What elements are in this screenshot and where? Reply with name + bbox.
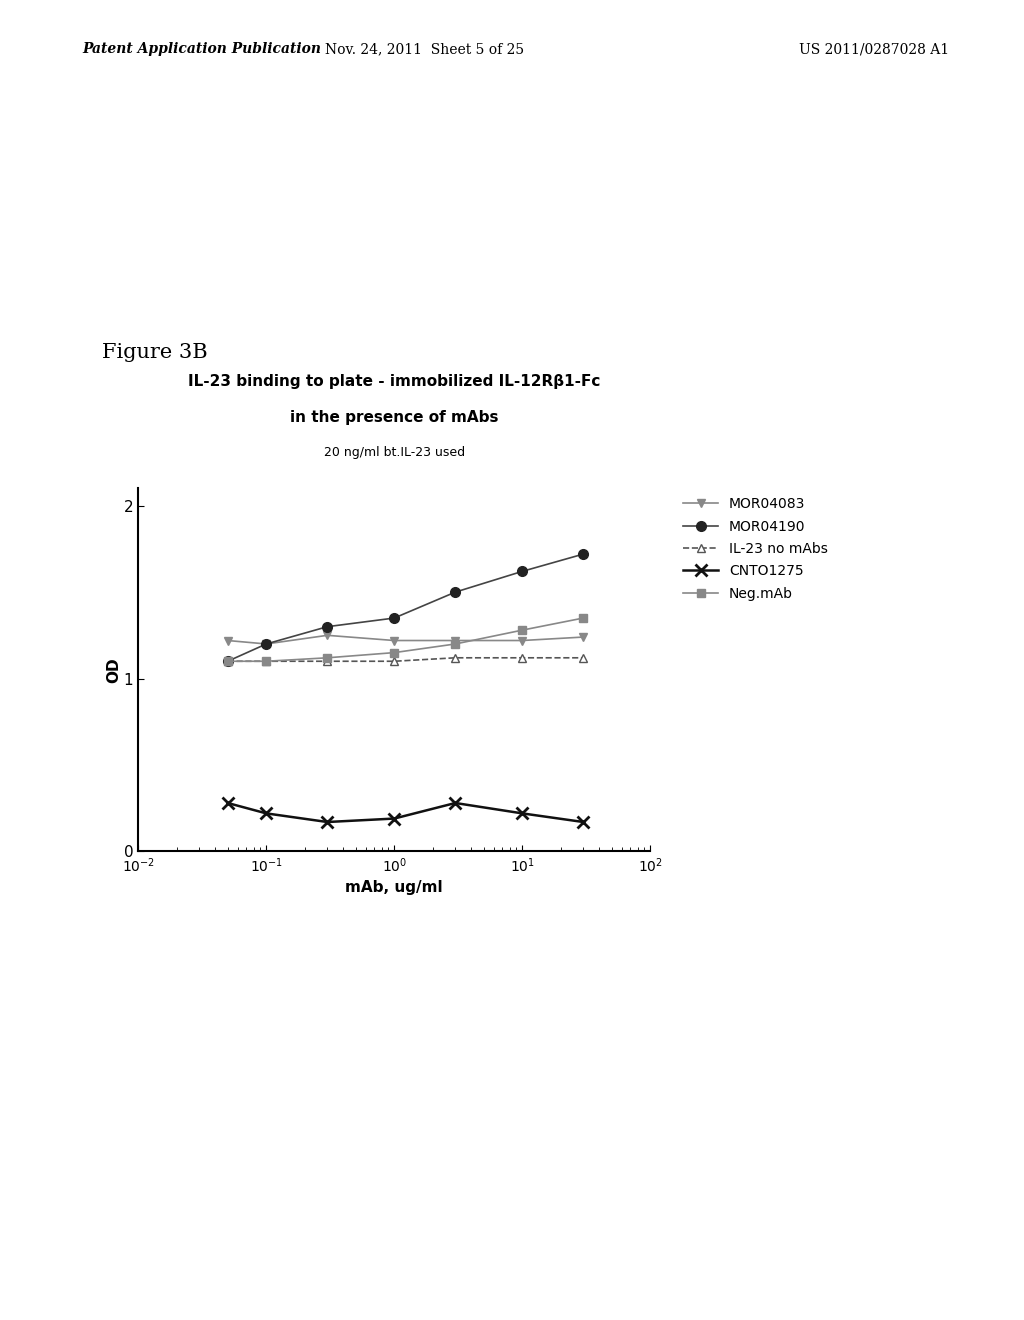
Y-axis label: OD: OD bbox=[105, 657, 121, 682]
Text: Patent Application Publication: Patent Application Publication bbox=[82, 42, 321, 57]
X-axis label: mAb, ug/ml: mAb, ug/ml bbox=[345, 880, 443, 895]
Text: US 2011/0287028 A1: US 2011/0287028 A1 bbox=[799, 42, 949, 57]
Text: 20 ng/ml bt.IL-23 used: 20 ng/ml bt.IL-23 used bbox=[324, 446, 465, 459]
Text: IL-23 binding to plate - immobilized IL-12Rβ1-Fc: IL-23 binding to plate - immobilized IL-… bbox=[188, 375, 600, 389]
Text: Figure 3B: Figure 3B bbox=[102, 343, 208, 362]
Legend: MOR04083, MOR04190, IL-23 no mAbs, CNTO1275, Neg.mAb: MOR04083, MOR04190, IL-23 no mAbs, CNTO1… bbox=[678, 492, 834, 606]
Text: in the presence of mAbs: in the presence of mAbs bbox=[290, 411, 499, 425]
Text: Nov. 24, 2011  Sheet 5 of 25: Nov. 24, 2011 Sheet 5 of 25 bbox=[326, 42, 524, 57]
